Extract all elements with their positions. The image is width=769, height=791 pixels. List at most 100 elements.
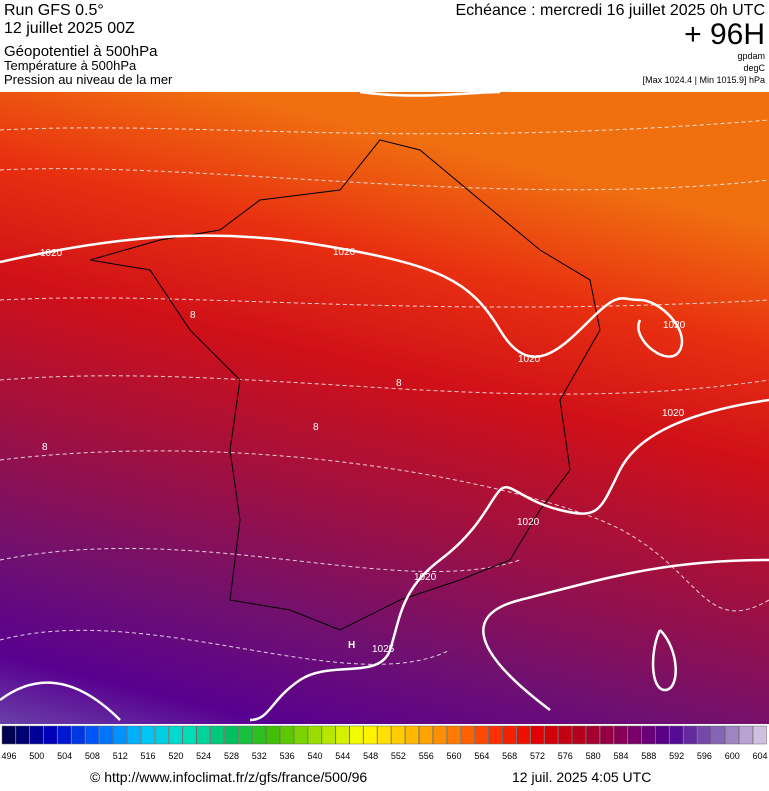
scale-label: 604	[753, 751, 768, 761]
range: [Max 1024.4 | Min 1015.9] hPa	[643, 75, 765, 85]
scale-label: 520	[168, 751, 183, 761]
scale-cell	[738, 725, 753, 745]
contour-label: 8	[313, 422, 319, 433]
contour-label: 1025	[372, 644, 395, 655]
scale-label: 564	[474, 751, 489, 761]
scale-cell	[530, 725, 545, 745]
scale-cell	[460, 725, 475, 745]
scale-label: 552	[391, 751, 406, 761]
scale-cell	[57, 725, 72, 745]
scale-label: 504	[57, 751, 72, 761]
scale-cell	[238, 725, 253, 745]
scale-cell	[140, 725, 155, 745]
scale-cell	[432, 725, 447, 745]
scale-label: 532	[252, 751, 267, 761]
scale-cell	[405, 725, 420, 745]
scale-cell	[655, 725, 670, 745]
isotherms	[0, 119, 769, 665]
unit: degC	[743, 63, 765, 73]
scale-cell	[266, 725, 280, 745]
scale-cell	[99, 725, 114, 745]
scale-label: 576	[558, 751, 573, 761]
scale-cell	[725, 725, 739, 745]
map	[0, 90, 769, 724]
scale-cell	[641, 725, 656, 745]
scale-cell	[210, 725, 225, 745]
scale-label: 528	[224, 751, 239, 761]
scale-cell	[182, 725, 197, 745]
scale-label: 596	[697, 751, 712, 761]
contour-label: H	[348, 640, 355, 651]
scale-label: 524	[196, 751, 211, 761]
scale-cell	[669, 725, 684, 745]
scale-label: 516	[141, 751, 156, 761]
scale-cell	[1, 725, 16, 745]
scale-cell	[391, 725, 406, 745]
scale-cell	[377, 725, 392, 745]
field: Pression au niveau de la mer	[4, 72, 173, 87]
contour-label: 1020	[40, 248, 63, 259]
lead: + 96H	[684, 18, 765, 51]
scale-label: 548	[363, 751, 378, 761]
scale-cell	[363, 725, 378, 745]
scale-cell	[474, 725, 489, 745]
scale-label: 512	[113, 751, 128, 761]
scale-cell	[585, 725, 600, 745]
scale-cell	[488, 725, 503, 745]
scale-cell	[321, 725, 336, 745]
scale-cell	[168, 725, 183, 745]
scale-label: 540	[307, 751, 322, 761]
scale-label: 580	[586, 751, 601, 761]
france-outline	[89, 139, 601, 631]
scale-label: 600	[725, 751, 740, 761]
contour-label: 1020	[663, 320, 686, 331]
contour-label: 1020	[662, 408, 685, 419]
scale-cell	[558, 725, 573, 745]
scale-cell	[627, 725, 642, 745]
scale-cell	[113, 725, 127, 745]
scale-cell	[29, 725, 44, 745]
unit: gpdam	[737, 51, 765, 61]
scale-label: 560	[447, 751, 462, 761]
scale-cell	[85, 725, 100, 745]
scale-label: 584	[613, 751, 628, 761]
scale-cell	[252, 725, 267, 745]
scale-cell	[43, 725, 58, 745]
run: Run GFS 0.5°	[4, 2, 104, 19]
contour-label: 1020	[333, 247, 356, 258]
scale-label: 544	[335, 751, 350, 761]
scale-cell	[196, 725, 211, 745]
field-background	[0, 92, 769, 724]
scale-cell	[154, 725, 169, 745]
scale-label: 568	[502, 751, 517, 761]
scale-cell	[419, 725, 433, 745]
field: Géopotentiel à 500hPa	[4, 43, 158, 60]
run-date: 12 juillet 2025 00Z	[4, 20, 135, 37]
scale-cell	[224, 725, 239, 745]
scale-cell	[71, 725, 86, 745]
scale-cell	[544, 725, 559, 745]
scale-cell	[446, 725, 461, 745]
scale-cell	[335, 725, 350, 745]
contour-label: 1020	[518, 354, 541, 365]
scale-cell	[349, 725, 364, 745]
scale-cell	[126, 725, 141, 745]
scale-label: 556	[419, 751, 434, 761]
scale-label: 572	[530, 751, 545, 761]
scale-cell	[279, 725, 294, 745]
contour-label: 1020	[414, 572, 437, 583]
scale-cell	[502, 725, 517, 745]
footer-time: 12 juil. 2025 4:05 UTC	[512, 769, 651, 785]
isobars	[0, 90, 769, 722]
scale-cell	[15, 725, 30, 745]
scale-label: 496	[1, 751, 16, 761]
scale-cell	[613, 725, 628, 745]
scale-label: 588	[641, 751, 656, 761]
contour-label: 1020	[517, 517, 540, 528]
scale-label: 508	[85, 751, 100, 761]
scale-cell	[752, 725, 767, 745]
field: Température à 500hPa	[4, 58, 137, 73]
footer-source: © http://www.infoclimat.fr/z/gfs/france/…	[90, 769, 367, 785]
scale-label: 536	[280, 751, 295, 761]
